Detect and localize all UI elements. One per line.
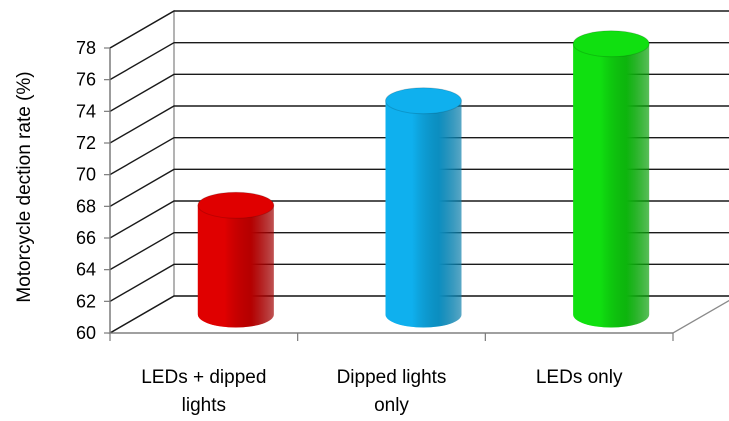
x-tick-label: lights: [182, 395, 226, 416]
x-tick-label: only: [374, 395, 409, 416]
y-tick-label: 72: [76, 133, 96, 153]
y-tick-label: 60: [76, 323, 96, 343]
gridline-68: [109, 168, 729, 207]
gridline-76: [109, 41, 729, 81]
bar-top: [197, 191, 275, 219]
axes: [104, 47, 674, 341]
y-tick-label: 78: [76, 38, 96, 58]
y-tick-label: 62: [76, 291, 96, 311]
bar-2: [572, 30, 650, 328]
gridline-72: [109, 105, 729, 144]
gridline-62: [109, 263, 729, 302]
y-tick-label: 70: [76, 165, 96, 185]
gridlines: [109, 10, 729, 334]
bar-shade: [573, 43, 650, 328]
bar-shade: [197, 205, 274, 328]
y-axis-title: Motorcycle dection rate (%): [14, 71, 35, 302]
y-tick-label: 66: [76, 228, 96, 248]
y-tick-label: 64: [76, 260, 96, 280]
y-tick-label: 68: [76, 196, 96, 216]
bar-shade: [385, 100, 462, 328]
bar-1: [385, 87, 462, 328]
side-wall: [109, 9, 175, 335]
gridline-64: [109, 231, 729, 271]
x-tick-label: LEDs + dipped: [141, 367, 266, 388]
y-tick-labels: 60 62 64 66 68 70 72 74 76 78: [76, 38, 96, 343]
bar-0: [197, 191, 275, 328]
bars: [197, 30, 650, 328]
gridline-60: [109, 295, 729, 334]
x-tick-label: Dipped lights: [337, 367, 447, 388]
y-tick-label: 76: [76, 70, 96, 90]
x-tick-label: LEDs only: [536, 367, 623, 388]
gridline-70: [109, 136, 729, 176]
x-tick-labels: LEDs + dipped lights Dipped lights only LEDs…: [141, 367, 623, 416]
gridline-66: [109, 200, 729, 239]
bar-top: [385, 87, 462, 115]
bar-top: [572, 30, 650, 58]
gridline-74: [109, 73, 729, 112]
gridline-78: [109, 10, 729, 49]
y-tick-label: 74: [76, 101, 96, 121]
